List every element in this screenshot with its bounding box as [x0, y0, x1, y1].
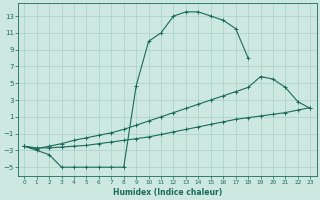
X-axis label: Humidex (Indice chaleur): Humidex (Indice chaleur) [113, 188, 222, 197]
